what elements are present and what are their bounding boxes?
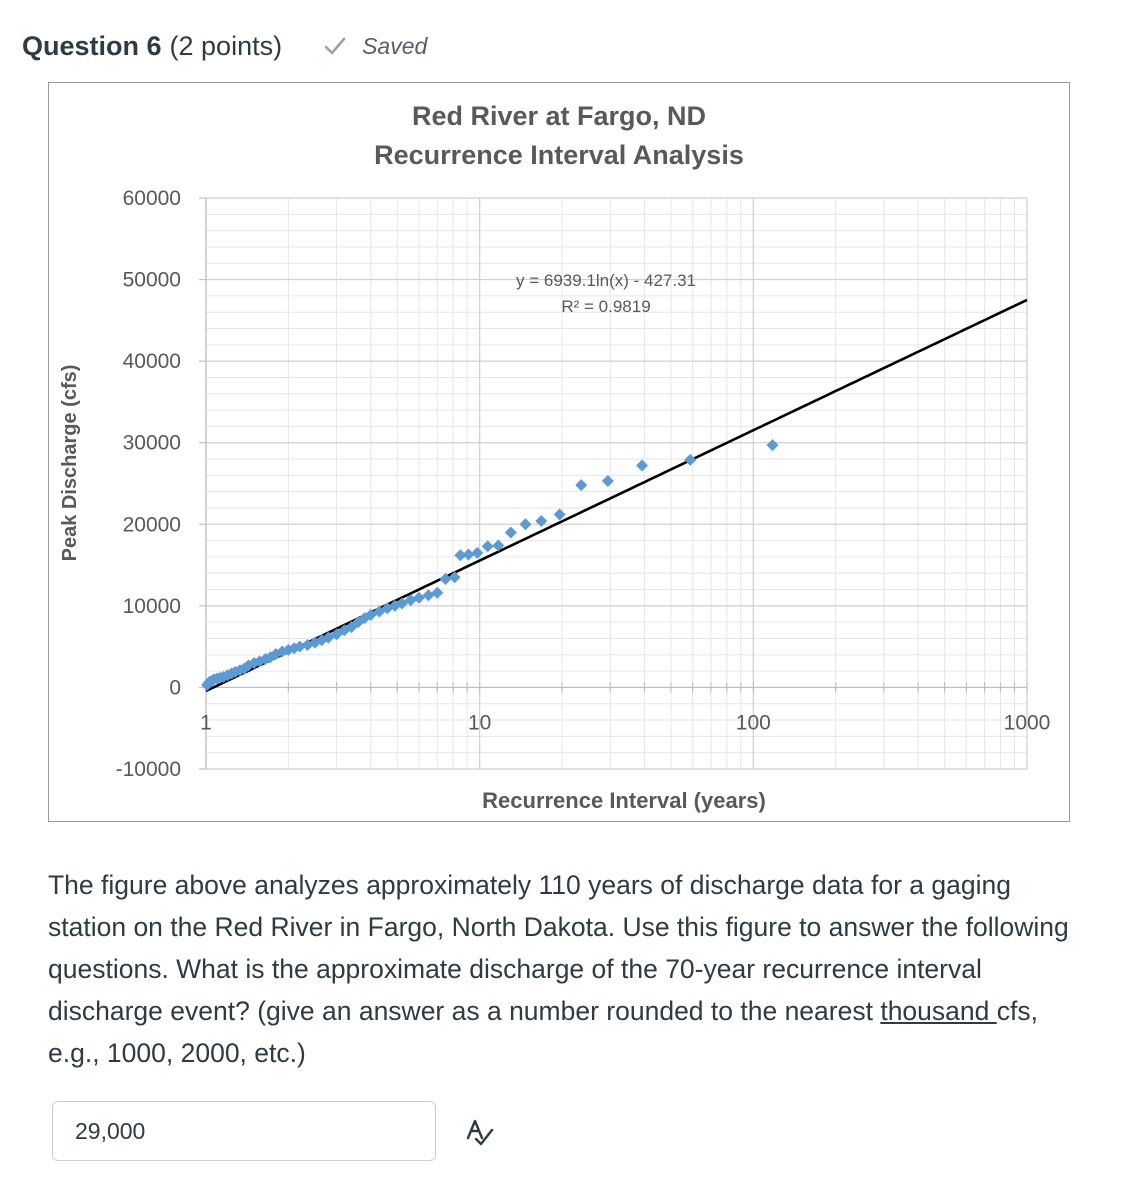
question-header: Question 6 (2 points) Saved — [22, 26, 427, 66]
data-point — [766, 439, 779, 452]
y-tick-label: 40000 — [123, 350, 181, 373]
trendline — [205, 298, 1028, 693]
x-tick-label: 100 — [736, 711, 771, 734]
data-point — [535, 515, 548, 528]
question-text: The figure above analyzes approximately … — [48, 864, 1088, 1074]
x-tick-label: 10 — [468, 711, 491, 734]
x-axis-label: Recurrence Interval (years) — [482, 788, 766, 813]
data-point — [264, 651, 277, 664]
data-point — [636, 459, 649, 472]
answer-input[interactable]: 29,000 — [52, 1101, 436, 1161]
y-tick-label: 60000 — [123, 187, 181, 210]
data-point — [553, 508, 566, 521]
data-point — [448, 571, 461, 584]
question-text-underlined: thousand — [880, 996, 997, 1026]
recurrence-chart: 60000 50000 40000 30000 20000 10000 0 -10000 1 10… — [59, 101, 1051, 813]
trendline-equation: y = 6939.1ln(x) - 427.31 — [516, 271, 696, 290]
chart-axis-ticks — [199, 197, 1028, 770]
data-point — [395, 597, 408, 610]
data-point — [293, 640, 306, 653]
data-point — [519, 518, 532, 531]
spellcheck-icon[interactable] — [464, 1116, 496, 1148]
data-point — [276, 645, 289, 658]
question-text-part1: The figure above analyzes approximately … — [48, 870, 1069, 1026]
question-title: Question 6 — [22, 30, 162, 61]
data-point — [431, 586, 444, 599]
question-points: (2 points) — [169, 30, 283, 61]
y-tick-label: 10000 — [123, 595, 181, 618]
saved-label: Saved — [362, 32, 428, 59]
y-tick-label: 0 — [169, 676, 181, 699]
data-point — [601, 475, 614, 488]
data-point — [481, 540, 494, 553]
saved-status: Saved — [322, 33, 427, 60]
chart-points-group — [201, 439, 779, 691]
data-point — [259, 652, 272, 665]
chart-title-line2: Recurrence Interval Analysis — [374, 140, 744, 170]
chart-figure: 60000 50000 40000 30000 20000 10000 0 -10000 1 10… — [48, 82, 1070, 822]
y-axis-label: Peak Discharge (cfs) — [59, 365, 81, 562]
data-point — [504, 526, 517, 539]
data-point — [439, 572, 452, 585]
data-point — [684, 453, 697, 466]
y-tick-label: 20000 — [123, 513, 181, 536]
data-point — [462, 548, 475, 561]
x-tick-label: 1000 — [1004, 711, 1051, 734]
data-point — [412, 591, 425, 604]
data-point — [575, 479, 588, 492]
data-point — [454, 549, 467, 562]
y-tick-label: 30000 — [123, 432, 181, 455]
check-icon — [324, 37, 346, 55]
chart-trendline-group — [205, 298, 1028, 693]
chart-minor-gridlines — [206, 198, 1027, 769]
data-point — [471, 546, 484, 559]
x-tick-label: 1 — [200, 711, 212, 734]
data-point — [282, 643, 295, 656]
data-point — [422, 589, 435, 602]
y-tick-label: -10000 — [116, 758, 181, 781]
question-text-part2: cfs, e.g., 1000, 2000, etc.) — [48, 996, 1038, 1068]
y-tick-label: 50000 — [123, 269, 181, 292]
chart-labels-group: 60000 50000 40000 30000 20000 10000 0 -10000 1 10… — [116, 187, 1051, 781]
data-point — [492, 539, 505, 552]
chart-title-line1: Red River at Fargo, ND — [412, 101, 706, 131]
trendline-r-squared: R² = 0.9819 — [561, 297, 650, 316]
